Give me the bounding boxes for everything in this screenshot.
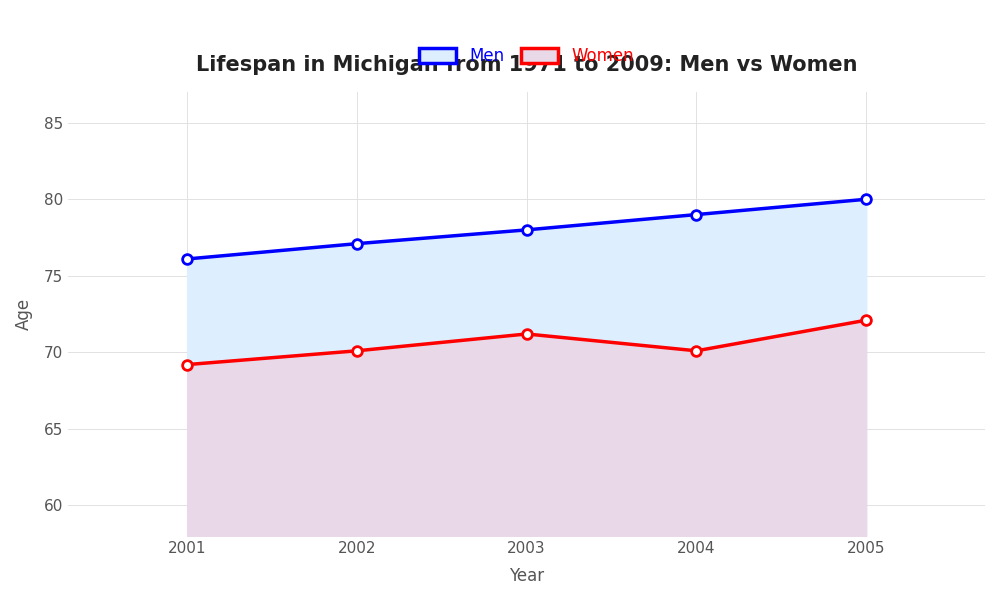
X-axis label: Year: Year	[509, 567, 544, 585]
Title: Lifespan in Michigan from 1971 to 2009: Men vs Women: Lifespan in Michigan from 1971 to 2009: …	[196, 55, 857, 75]
Legend: Men, Women: Men, Women	[419, 47, 634, 65]
Y-axis label: Age: Age	[15, 298, 33, 330]
